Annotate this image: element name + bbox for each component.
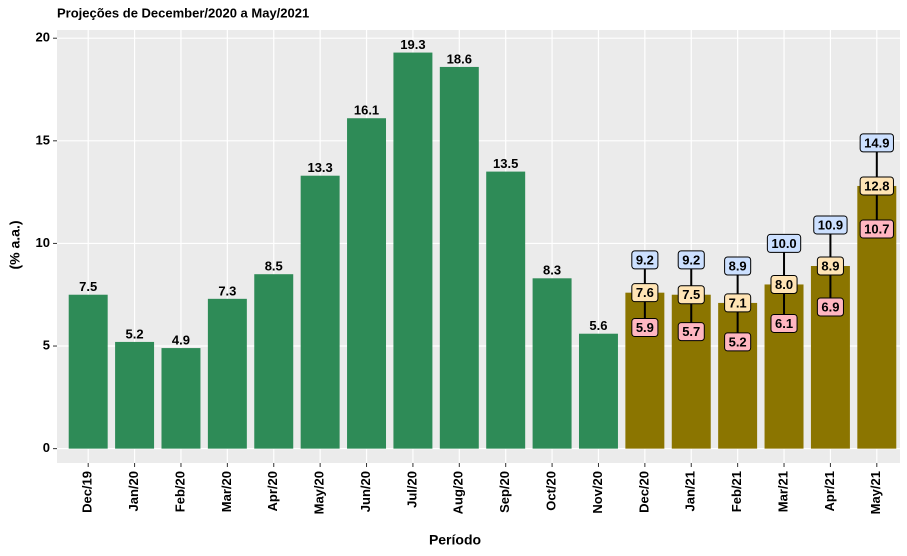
value-label: 5.6 [589, 318, 607, 333]
y-tick-label: 15 [36, 132, 50, 147]
x-tick-label: Dec/19 [80, 471, 95, 513]
high-label-box [724, 256, 752, 276]
value-label: 7.1 [729, 295, 747, 310]
value-label: 5.2 [126, 326, 144, 341]
value-label: 8.3 [543, 263, 561, 278]
value-label-box [859, 176, 894, 196]
value-label: 19.3 [400, 37, 425, 52]
high-label-box [631, 250, 659, 270]
value-label-box [724, 293, 752, 313]
bar [393, 52, 433, 449]
low-label-box [724, 332, 752, 352]
x-tick-label: Dec/20 [636, 471, 651, 513]
y-axis-label: (% a.a.) [7, 220, 23, 269]
x-tick-label: Jan/20 [126, 471, 141, 511]
y-tick-label: 0 [43, 440, 50, 455]
low-label-box [770, 313, 798, 333]
high-label: 10.0 [771, 236, 796, 251]
value-label: 8.0 [775, 277, 793, 292]
x-tick-label: Jan/21 [683, 471, 698, 511]
y-tick-label: 5 [43, 337, 50, 352]
x-axis-label: Período [429, 532, 481, 548]
x-tick-label: Sep/20 [497, 471, 512, 513]
value-label-box [677, 285, 705, 305]
value-label-box [770, 274, 798, 294]
x-tick-label: Apr/21 [822, 471, 837, 511]
low-label: 6.1 [775, 316, 793, 331]
high-label-box [813, 215, 848, 235]
x-tick-label: Apr/20 [265, 471, 280, 511]
x-tick-label: Mar/20 [219, 471, 234, 512]
bar [347, 118, 387, 449]
value-label-box [816, 256, 844, 276]
x-tick-label: Aug/20 [451, 471, 466, 514]
value-label: 7.5 [682, 287, 700, 302]
x-tick-label: Jul/20 [404, 471, 419, 508]
low-label: 5.9 [636, 320, 654, 335]
bar [68, 294, 108, 449]
high-label-box [766, 233, 802, 253]
low-label-box [677, 322, 705, 342]
bar [207, 298, 247, 449]
y-tick-label: 20 [36, 30, 50, 45]
bar [115, 341, 155, 449]
value-label: 13.5 [493, 156, 518, 171]
x-tick-label: Feb/21 [729, 471, 744, 512]
high-label: 9.2 [636, 252, 654, 267]
low-label-box [631, 318, 659, 338]
value-label: 18.6 [447, 51, 472, 66]
x-tick-label: May/21 [868, 471, 883, 514]
bar [486, 171, 526, 449]
bar [532, 278, 572, 449]
high-label-box [859, 133, 894, 153]
value-label: 13.3 [307, 160, 332, 175]
low-label: 10.7 [864, 221, 889, 236]
value-label-box [631, 283, 659, 303]
y-tick-label: 10 [36, 235, 50, 250]
x-tick-label: Nov/20 [590, 471, 605, 514]
x-tick-label: May/20 [312, 471, 327, 514]
low-label-box [816, 297, 844, 317]
value-label: 8.9 [821, 258, 839, 273]
low-label-box [859, 219, 894, 239]
value-label: 4.9 [172, 333, 190, 348]
high-label: 14.9 [864, 135, 889, 150]
x-tick-label: Feb/20 [172, 471, 187, 512]
x-tick-label: Jun/20 [358, 471, 373, 512]
low-label: 5.2 [729, 334, 747, 349]
low-label: 5.7 [682, 324, 700, 339]
x-tick-label: Oct/20 [544, 471, 559, 511]
value-label: 7.6 [636, 285, 654, 300]
value-label: 12.8 [864, 178, 889, 193]
bar [439, 66, 479, 449]
bar [578, 333, 618, 449]
high-label: 10.9 [818, 217, 843, 232]
bar [254, 274, 294, 449]
high-label-box [677, 250, 705, 270]
value-label: 7.5 [79, 279, 97, 294]
bar [300, 175, 340, 449]
value-label: 7.3 [218, 283, 236, 298]
value-label: 8.5 [265, 259, 283, 274]
x-tick-label: Mar/21 [775, 471, 790, 512]
high-label: 9.2 [682, 252, 700, 267]
bar [161, 348, 201, 449]
value-label: 16.1 [354, 103, 379, 118]
high-label: 8.9 [729, 258, 747, 273]
chart-title: Projeções de December/2020 a May/2021 [57, 5, 309, 20]
low-label: 6.9 [821, 299, 839, 314]
